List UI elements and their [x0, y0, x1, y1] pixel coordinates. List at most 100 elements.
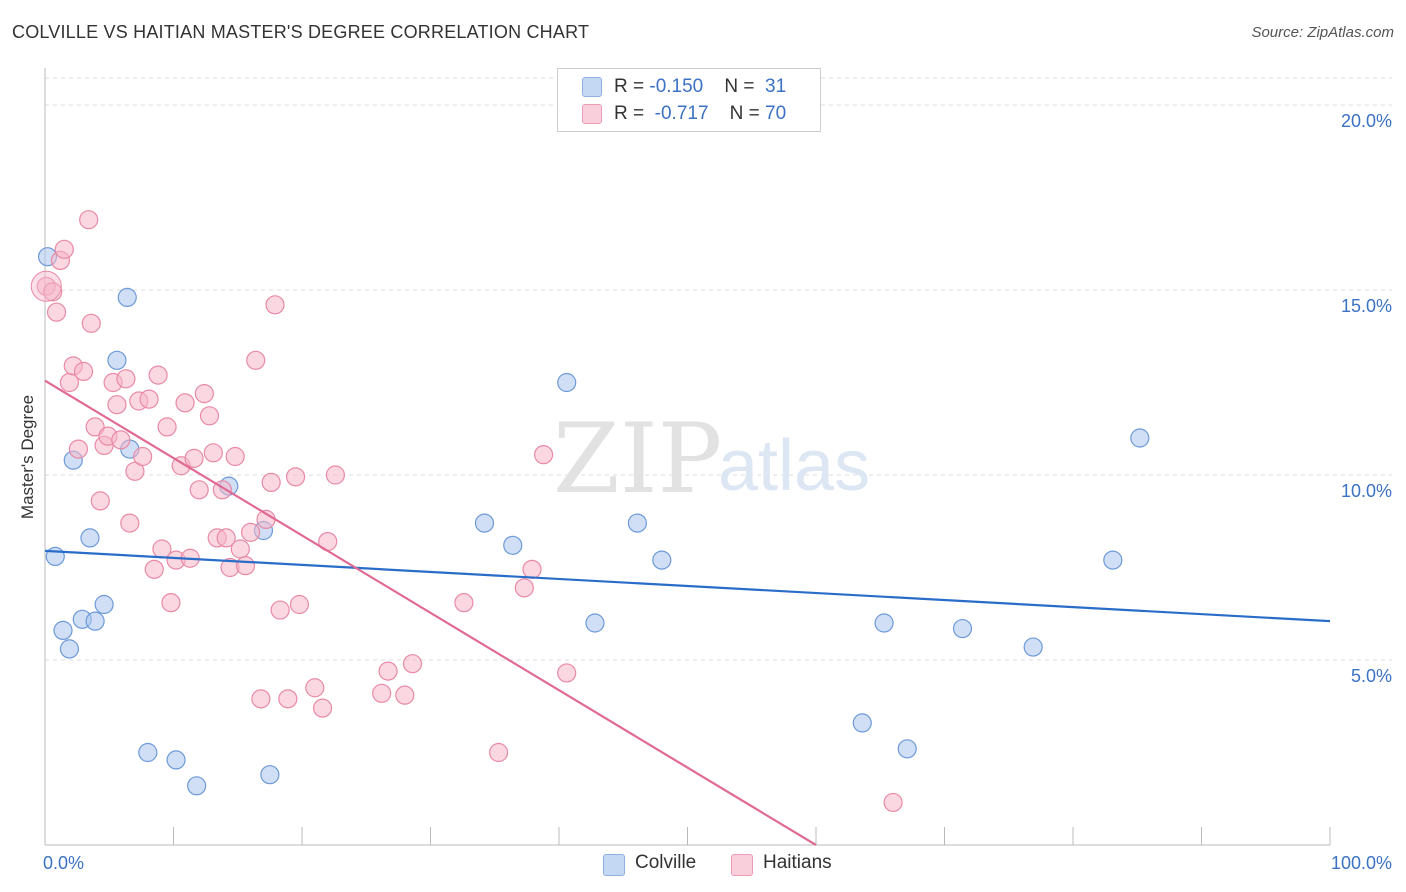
- point-colville: [874, 613, 894, 633]
- point-haitians: [241, 522, 261, 542]
- point-colville: [627, 513, 647, 533]
- source-label: Source: ZipAtlas.com: [1251, 24, 1394, 41]
- correlation-legend: R = -0.150 N = 31 R = -0.717 N = 70: [557, 68, 821, 132]
- point-haitians: [144, 559, 164, 579]
- point-haitians: [125, 461, 145, 481]
- point-colville: [85, 611, 105, 631]
- point-colville: [852, 713, 872, 733]
- point-colville: [80, 528, 100, 548]
- point-haitians: [289, 594, 310, 615]
- x-tick-label: 0.0%: [43, 853, 84, 873]
- point-colville: [897, 739, 917, 759]
- point-haitians: [454, 593, 474, 613]
- axes: [44, 68, 1331, 846]
- point-haitians: [79, 210, 99, 230]
- point-haitians: [246, 350, 266, 370]
- watermark: ZIP atlas: [553, 403, 870, 515]
- point-haitians: [157, 417, 177, 437]
- point-colville: [503, 535, 523, 555]
- legend-swatch-colville: [582, 77, 602, 97]
- point-haitians: [68, 439, 89, 459]
- point-haitians: [533, 445, 554, 465]
- point-colville: [557, 372, 577, 393]
- point-haitians: [81, 313, 101, 333]
- chart-title: COLVILLE VS HAITIAN MASTER'S DEGREE CORR…: [12, 22, 590, 42]
- legend-text-colville: R = -0.150 N = 31: [614, 76, 787, 97]
- point-haitians: [230, 539, 250, 559]
- point-haitians-large: [30, 270, 62, 302]
- point-haitians: [120, 513, 140, 533]
- point-haitians: [278, 689, 298, 709]
- bottom-label-colville: Colville: [635, 852, 697, 873]
- y-tick-label: 5.0%: [1351, 666, 1392, 686]
- point-haitians: [194, 384, 214, 404]
- point-haitians: [285, 467, 306, 487]
- y-axis-title: Master's Degree: [18, 395, 37, 519]
- point-haitians: [107, 395, 127, 415]
- point-haitians: [111, 430, 131, 450]
- point-colville: [1130, 428, 1150, 448]
- point-haitians: [148, 365, 168, 385]
- point-haitians: [161, 593, 181, 613]
- point-haitians: [305, 678, 325, 698]
- point-haitians: [395, 685, 415, 705]
- point-haitians: [133, 446, 153, 467]
- point-haitians: [54, 239, 74, 259]
- point-colville: [260, 765, 280, 785]
- point-haitians: [85, 417, 105, 437]
- trend-line-haitians: [44, 379, 817, 846]
- point-haitians: [883, 792, 903, 813]
- point-haitians: [116, 369, 136, 389]
- trend-lines: [44, 379, 1331, 846]
- point-haitians: [90, 491, 110, 511]
- point-haitians: [199, 406, 220, 426]
- point-colville: [94, 594, 114, 615]
- point-colville: [53, 620, 73, 641]
- watermark-atlas: atlas: [718, 426, 870, 506]
- y-tick-labels: 5.0% 10.0% 15.0% 20.0%: [1341, 111, 1392, 686]
- data-points: [30, 210, 1150, 813]
- point-haitians: [189, 480, 209, 500]
- point-haitians: [184, 448, 204, 468]
- bottom-swatch-colville: [603, 854, 625, 876]
- y-tick-label: 10.0%: [1341, 481, 1392, 501]
- y-tick-label: 20.0%: [1341, 111, 1392, 131]
- point-haitians: [489, 742, 509, 763]
- point-haitians: [325, 465, 346, 485]
- legend-row-colville: R = -0.150 N = 31: [582, 74, 786, 100]
- point-haitians: [270, 600, 290, 620]
- point-haitians: [522, 559, 542, 579]
- x-tick-label: 100.0%: [1331, 853, 1392, 873]
- x-tick-labels: 0.0% 100.0%: [43, 853, 1392, 873]
- point-haitians: [514, 578, 534, 598]
- point-colville: [59, 639, 80, 659]
- trend-line-colville: [44, 549, 1331, 623]
- watermark-zip: ZIP: [553, 403, 722, 515]
- point-colville: [1023, 637, 1043, 657]
- point-haitians: [261, 472, 281, 492]
- point-haitians: [265, 295, 285, 315]
- bottom-swatch-haitians: [731, 854, 753, 876]
- y-tick-label: 15.0%: [1341, 296, 1392, 316]
- legend-row-haitians: R = -0.717 N = 70: [582, 101, 786, 127]
- point-haitians: [216, 528, 236, 548]
- point-colville: [166, 750, 186, 770]
- point-haitians: [175, 393, 195, 413]
- point-haitians: [251, 689, 271, 709]
- point-colville: [952, 618, 973, 639]
- point-haitians: [225, 446, 245, 467]
- point-colville: [117, 287, 137, 307]
- point-haitians: [312, 698, 333, 718]
- point-colville: [474, 513, 495, 533]
- point-haitians: [372, 683, 392, 703]
- point-colville: [652, 550, 672, 570]
- point-colville: [138, 742, 158, 763]
- point-colville: [187, 776, 207, 796]
- point-haitians: [203, 443, 223, 463]
- point-haitians: [402, 654, 423, 674]
- point-haitians: [235, 556, 256, 576]
- point-haitians: [378, 661, 398, 681]
- point-haitians: [73, 361, 94, 381]
- point-haitians: [46, 302, 67, 322]
- legend-swatch-haitians: [582, 104, 602, 124]
